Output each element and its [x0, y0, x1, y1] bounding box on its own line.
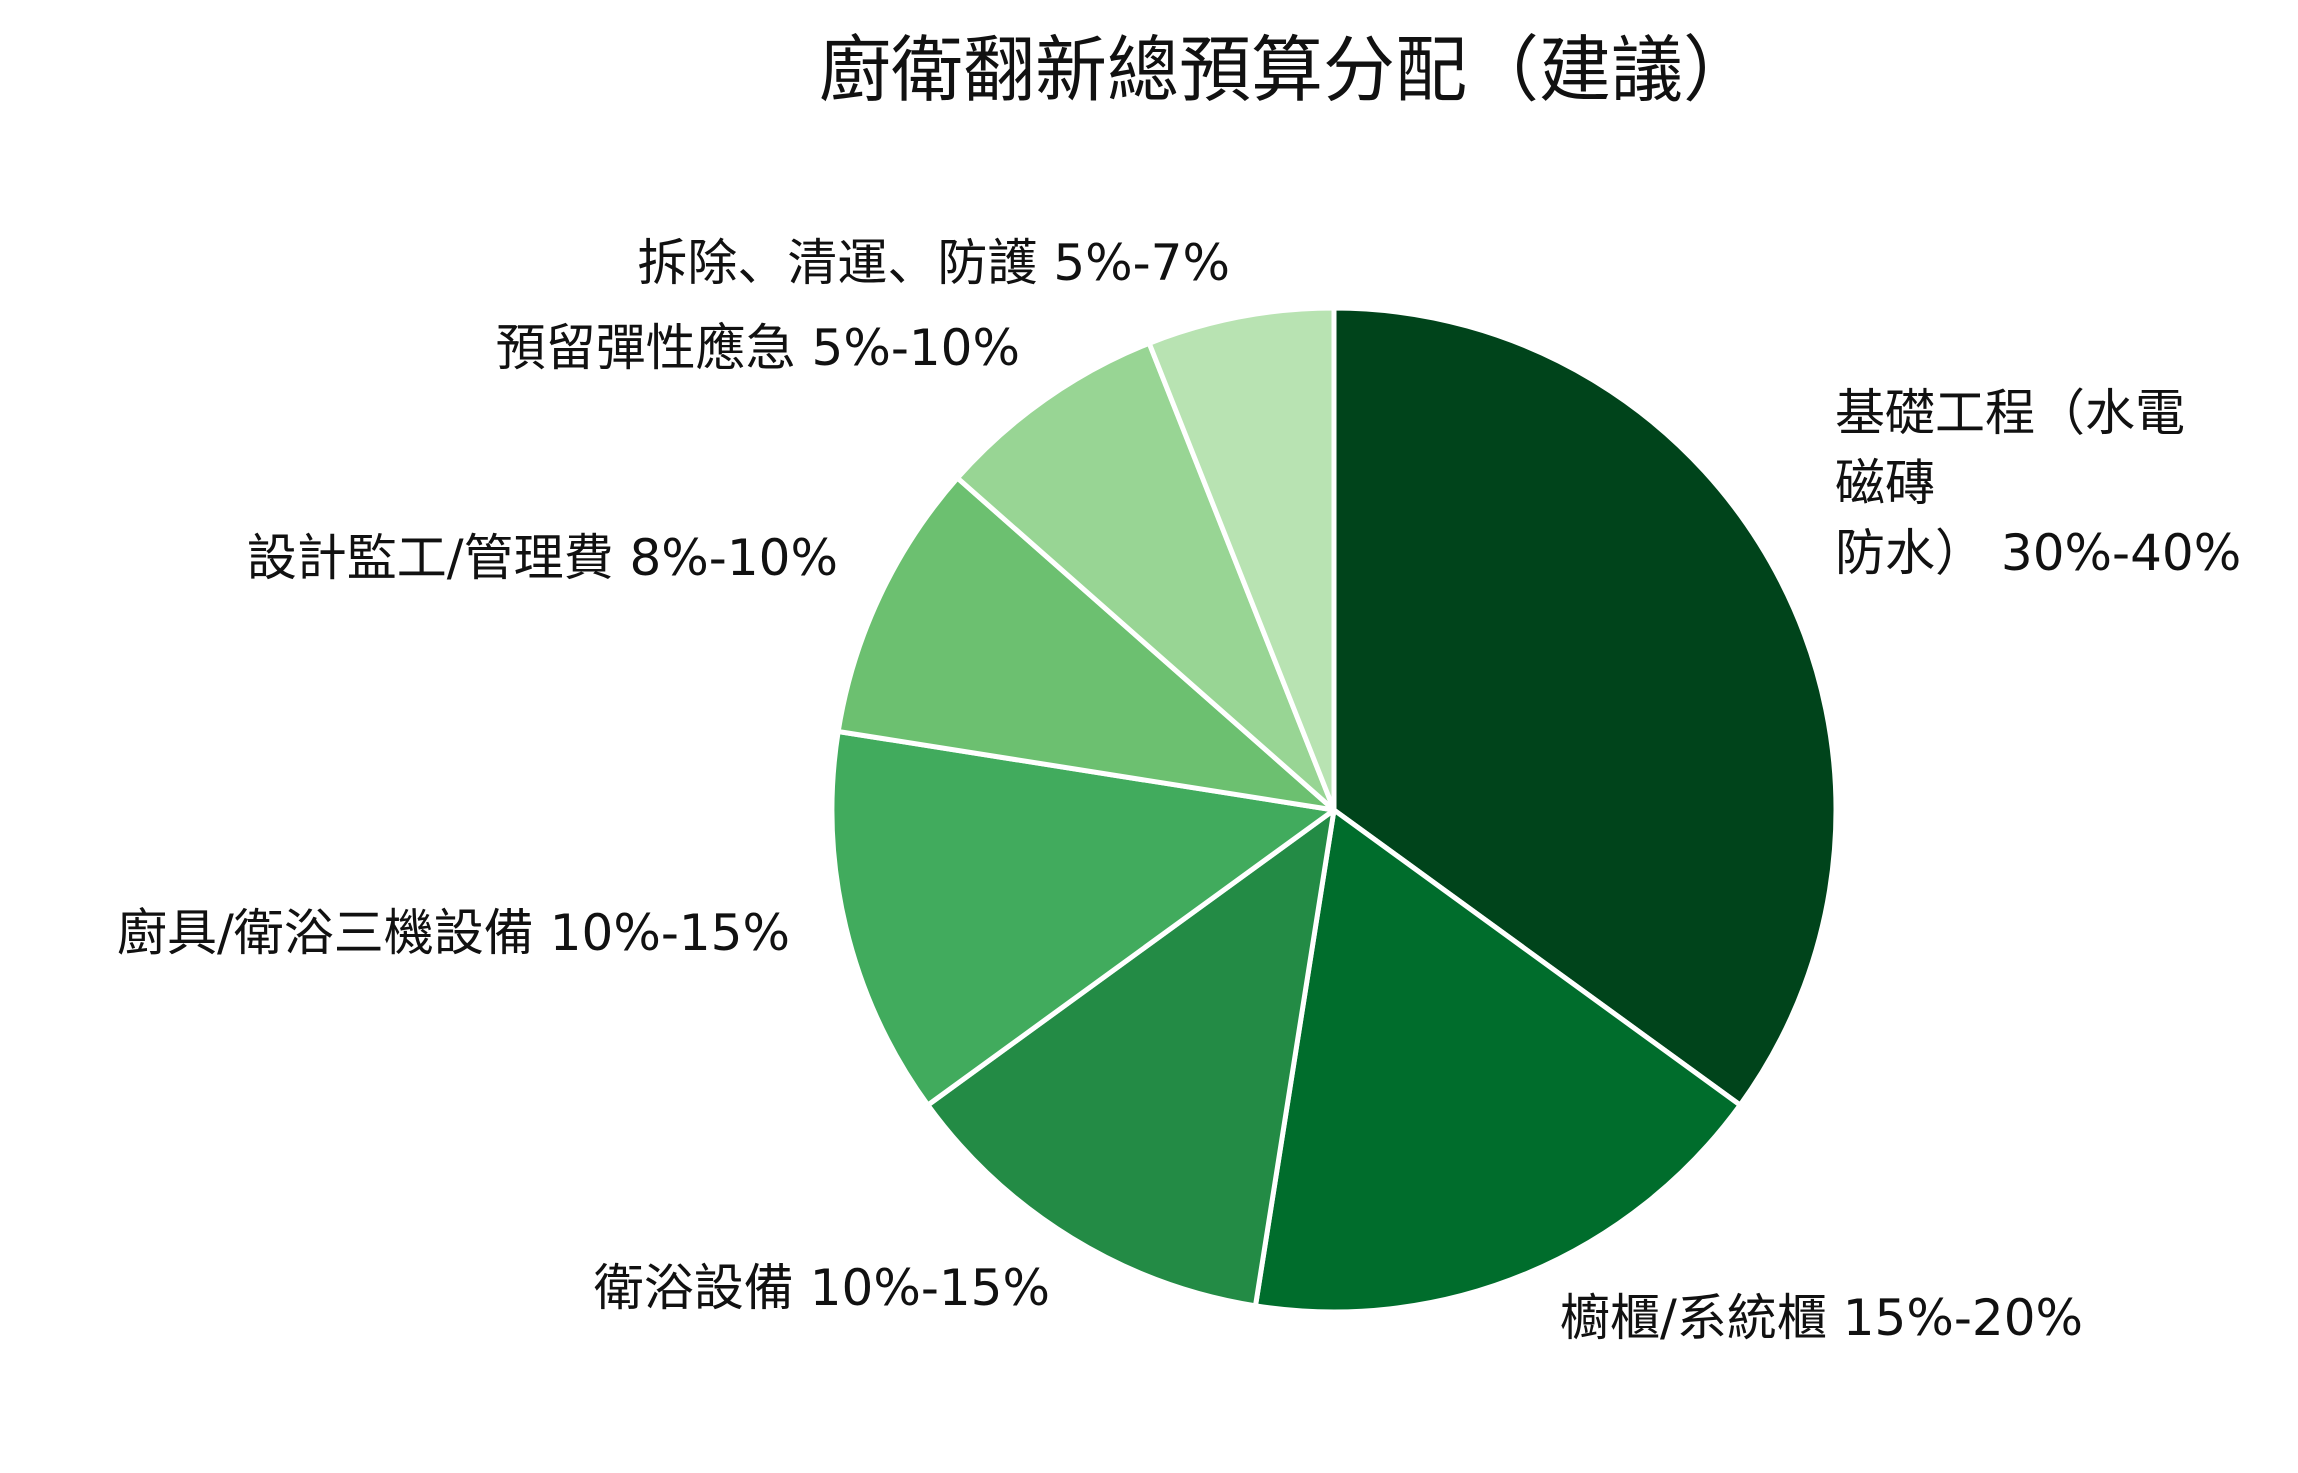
chart-title: 廚衛翻新總預算分配（建議） — [819, 28, 1755, 112]
pie-slice-1 — [1331, 305, 1839, 1108]
pie-slice-label-line: 磁磚 — [1835, 454, 1935, 512]
pie-slice-5 — [835, 475, 1337, 813]
pie-slice-label-line: 基礎工程（水電 — [1835, 384, 2185, 442]
pie-slice-label-6: 預留彈性應急 5%-10% — [496, 319, 1020, 377]
pie-slice-label-1: 基礎工程（水電磁磚防水） 30%-40% — [1835, 384, 2241, 582]
pie-slice-label-2: 櫥櫃/系統櫃 15%-20% — [1560, 1289, 2083, 1347]
pie-slice-4 — [829, 728, 1337, 1108]
pie-slice-label-line: 設計監工/管理費 8%-10% — [247, 529, 838, 587]
pie-slice-6 — [954, 340, 1337, 813]
pie-slice-7 — [1146, 305, 1337, 813]
pie-slice-label-line: 防水） 30%-40% — [1835, 524, 2241, 582]
pie-slice-label-line: 櫥櫃/系統櫃 15%-20% — [1560, 1289, 2083, 1347]
pie-slice-label-line: 衛浴設備 10%-15% — [594, 1259, 1050, 1317]
pie-slice-label-7: 拆除、清運、防護 5%-7% — [637, 234, 1230, 292]
pie-slice-label-line: 預留彈性應急 5%-10% — [496, 319, 1020, 377]
pie-slice-label-4: 廚具/衛浴三機設備 10%-15% — [117, 904, 790, 962]
pie-slice-label-5: 設計監工/管理費 8%-10% — [247, 529, 838, 587]
pie-slice-label-line: 廚具/衛浴三機設備 10%-15% — [117, 904, 790, 962]
pie-slices — [829, 305, 1839, 1315]
pie-slice-label-3: 衛浴設備 10%-15% — [594, 1259, 1050, 1317]
pie-labels: 基礎工程（水電磁磚防水） 30%-40% 櫥櫃/系統櫃 15%-20% 衛浴設備 1… — [117, 234, 2241, 1347]
pie-slice-label-line: 拆除、清運、防護 5%-7% — [637, 234, 1230, 292]
pie-slice-3 — [925, 807, 1337, 1309]
pie-slice-2 — [1252, 807, 1743, 1315]
